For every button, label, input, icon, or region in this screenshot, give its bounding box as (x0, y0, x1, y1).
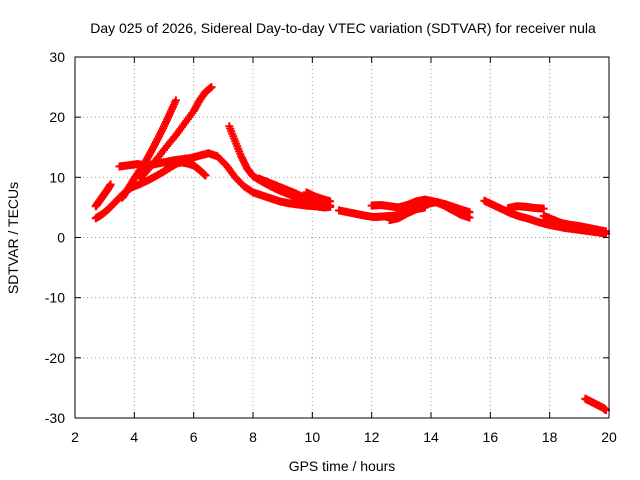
data-point (207, 83, 216, 92)
data-point (421, 203, 430, 212)
series-track-6 (160, 158, 210, 180)
data-point (106, 180, 115, 189)
grid-lines (75, 57, 609, 418)
series-track-14 (504, 202, 548, 213)
x-tick-label: 6 (190, 429, 198, 445)
x-tick-label: 12 (364, 429, 380, 445)
series-track-9 (302, 188, 335, 206)
axis-ticks: 2 4 6 8 10 12 14 16 18 20 -30 -20 -10 0 10 20 30 (45, 49, 617, 445)
data-point (326, 197, 335, 206)
series-track-8 (254, 174, 335, 211)
data-point (539, 204, 548, 213)
y-tick-label: -30 (45, 410, 65, 426)
x-tick-label: 4 (130, 429, 138, 445)
data-point (201, 171, 210, 180)
series-track-15 (539, 211, 611, 236)
series-track-4 (136, 83, 216, 183)
x-tick-label: 10 (305, 429, 321, 445)
x-tick-label: 2 (71, 429, 79, 445)
series-track-2 (91, 180, 115, 211)
chart-title: Day 025 of 2026, Sidereal Day-to-day VTE… (90, 20, 596, 36)
series-track-16 (581, 394, 611, 415)
x-axis-label: GPS time / hours (289, 458, 396, 474)
y-tick-label: 20 (49, 109, 65, 125)
x-tick-label: 20 (601, 429, 617, 445)
y-tick-label: 10 (49, 169, 65, 185)
y-tick-label: 30 (49, 49, 65, 65)
x-tick-label: 14 (423, 429, 439, 445)
data-point (465, 213, 474, 222)
series-track-12 (385, 203, 430, 225)
data-series (91, 83, 611, 415)
y-axis-label: SDTVAR / TECUs (5, 182, 21, 294)
x-tick-label: 8 (249, 429, 257, 445)
series-track-11 (367, 195, 474, 222)
y-tick-label: -20 (45, 350, 65, 366)
series-track-3 (118, 96, 180, 202)
series-track-5 (115, 149, 335, 212)
data-point (171, 96, 180, 105)
y-tick-label: 0 (57, 230, 65, 246)
x-tick-label: 18 (542, 429, 558, 445)
x-tick-label: 16 (483, 429, 499, 445)
y-tick-label: -10 (45, 290, 65, 306)
